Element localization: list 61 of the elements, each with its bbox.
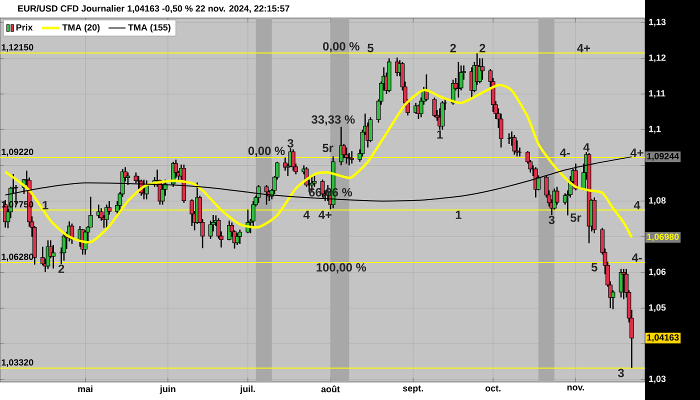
annotation: 3 — [548, 216, 555, 224]
annotation: 5 — [368, 44, 374, 52]
candlestick — [480, 58, 485, 80]
annotation: 3 — [618, 368, 624, 378]
candlestick — [432, 96, 437, 118]
y-tick-label: 1,06 — [649, 268, 666, 276]
text: 1,04163 — [647, 334, 679, 342]
candlestick — [512, 134, 517, 156]
x-tick-label: nov. — [567, 386, 584, 390]
ref-line-label: 1,06280 — [2, 254, 34, 262]
legend-label: TMA (20) — [62, 24, 100, 32]
x-tick-label: mai — [78, 386, 92, 392]
annotation: 4 — [303, 210, 310, 219]
y-tick-label: 1,05 — [649, 304, 666, 312]
candlestick — [190, 198, 194, 227]
annotation: 4+ — [318, 210, 332, 219]
y-tick-label: 1,13 — [649, 18, 666, 26]
annotation: 1 — [42, 201, 48, 210]
annotation: 4- — [632, 254, 642, 262]
annotation: 4+ — [577, 44, 590, 52]
annotation: 5r — [322, 144, 334, 152]
annotation: 2 — [58, 264, 64, 273]
annotation: 3 — [287, 139, 294, 148]
annotation: 4- — [560, 148, 570, 157]
candlestick — [478, 58, 482, 84]
y-tick-label: 1,08 — [649, 197, 666, 205]
data-label: 1,09244 — [647, 152, 680, 161]
annotation: 5 — [591, 263, 598, 272]
data-label: 1,06980 — [647, 234, 679, 242]
legend-label: TMA (155) — [128, 24, 170, 32]
y-tick-label: 1,11 — [649, 90, 666, 98]
annotation: 4+ — [630, 148, 644, 157]
annotation: 5r — [570, 214, 582, 222]
annotation: 4 — [634, 201, 640, 210]
annotation: 2 — [450, 44, 456, 52]
annotation: 100,00 % — [316, 263, 366, 274]
x-tick-label: juil. — [240, 386, 255, 394]
annotation: 1 — [456, 210, 462, 219]
annotation: 4 — [583, 143, 590, 152]
candlestick — [51, 244, 56, 270]
x-tick-label: sept. — [402, 386, 423, 394]
candlestick — [498, 112, 504, 148]
annotation: 33,33 % — [312, 115, 355, 126]
annotation: 0,00 % — [248, 146, 285, 157]
ref-line-label: 1,12150 — [2, 44, 34, 52]
candlestick — [312, 175, 317, 188]
y-tick-label: 1,1 — [649, 126, 661, 134]
annotation: 1 — [437, 130, 443, 139]
annotation: 0,00 % — [323, 42, 360, 52]
ref-line-label: 1,03320 — [2, 359, 34, 367]
x-tick-label: juin — [160, 386, 176, 394]
candlestick — [554, 186, 560, 206]
legend-label: Prix — [16, 24, 33, 30]
ref-line-label: 1,09220 — [2, 148, 34, 156]
x-tick-label: août — [321, 386, 340, 392]
x-tick-label: oct. — [485, 386, 500, 392]
chart-title: EUR/USD CFD Journalier 1,04163 -0,50 % 22 nov. 2024, 22:15:57 — [18, 5, 290, 13]
candlestick — [235, 232, 240, 246]
y-tick-label: 1,12 — [649, 54, 666, 62]
y-tick-label: 1,03 — [649, 376, 666, 384]
annotation: 2 — [480, 44, 486, 52]
